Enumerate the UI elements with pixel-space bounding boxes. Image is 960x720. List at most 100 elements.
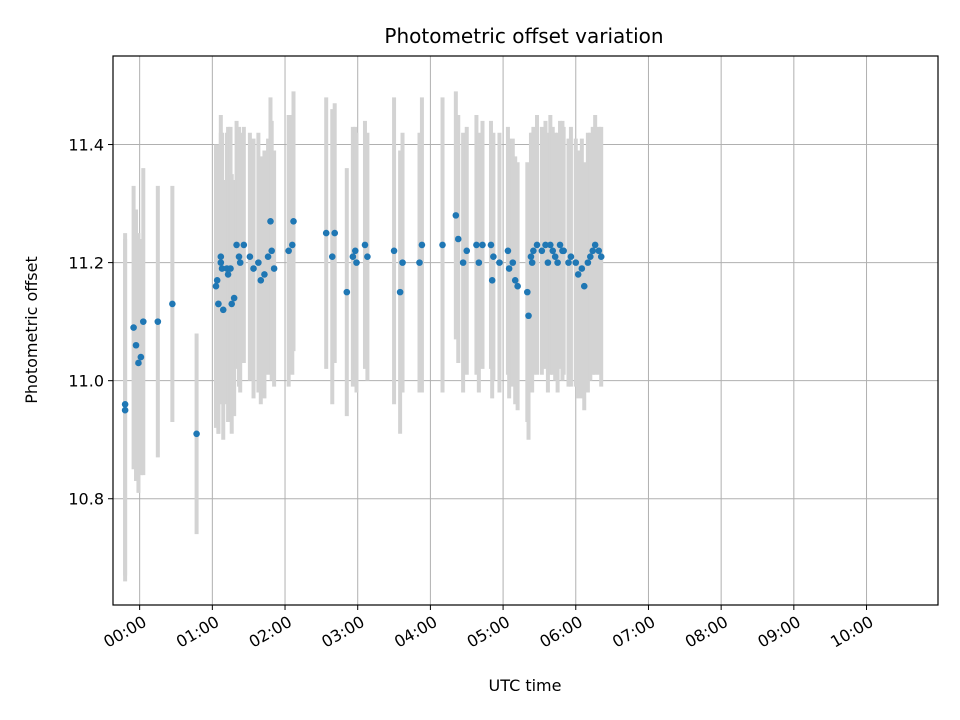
data-point [530, 247, 537, 255]
data-point [236, 259, 244, 266]
data-point [343, 288, 351, 296]
y-axis-label: Photometric offset [22, 256, 41, 404]
data-point [169, 300, 176, 308]
data-point [591, 241, 599, 249]
data-point [551, 253, 559, 261]
data-point [527, 253, 535, 261]
data-point [524, 288, 531, 296]
data-point [487, 241, 495, 249]
data-point [235, 253, 243, 261]
data-point [574, 271, 582, 278]
data-point [240, 241, 248, 249]
data-point [285, 247, 292, 255]
data-point [139, 318, 147, 325]
data-point [587, 253, 594, 261]
data-point [399, 259, 406, 266]
data-point [132, 341, 140, 349]
data-point [121, 400, 129, 408]
data-point [597, 253, 605, 261]
data-point [288, 241, 296, 249]
data-point [349, 253, 357, 261]
data-point [544, 259, 552, 266]
data-point [224, 271, 232, 278]
data-point [589, 247, 597, 255]
data-point [549, 247, 557, 255]
data-point [268, 247, 276, 255]
data-point [572, 259, 580, 266]
y-axis: 10.8 11.0 11.2 11.4 [68, 136, 113, 509]
data-point [595, 247, 603, 255]
y-tick-label: 11.2 [68, 254, 104, 273]
data-point [452, 212, 460, 219]
data-point [135, 359, 142, 367]
y-tick-label: 11.4 [68, 136, 104, 155]
data-point [416, 259, 423, 266]
chart-title: Photometric offset variation [384, 24, 663, 48]
data-point [270, 265, 278, 272]
data-point [459, 259, 467, 266]
data-point [538, 247, 546, 255]
data-point [218, 265, 226, 272]
data-point [473, 241, 480, 249]
data-point [213, 277, 221, 284]
data-point [261, 271, 268, 278]
data-point [227, 265, 234, 272]
data-point [533, 241, 541, 249]
data-point [488, 277, 496, 284]
data-point [504, 247, 512, 255]
data-point [490, 253, 497, 261]
data-point [396, 288, 404, 296]
data-point [121, 406, 129, 414]
data-point [584, 259, 592, 266]
plot-frame [112, 55, 939, 606]
data-point [509, 259, 517, 266]
y-tick-label: 11.0 [68, 372, 104, 391]
data-point [219, 306, 227, 314]
data-point [542, 241, 549, 249]
data-points [121, 212, 605, 438]
data-point [580, 282, 588, 290]
data-point [217, 253, 225, 261]
data-point [454, 235, 462, 243]
data-point [511, 277, 519, 284]
data-point [353, 259, 360, 266]
data-point [290, 217, 297, 225]
data-point [463, 247, 471, 255]
data-point [154, 318, 162, 325]
data-point [217, 259, 225, 266]
data-point [364, 253, 371, 261]
data-point [193, 430, 200, 438]
data-point [257, 277, 265, 284]
data-point [418, 241, 426, 249]
data-point [246, 253, 254, 261]
data-point [525, 312, 532, 320]
data-point [233, 241, 240, 249]
data-point [475, 259, 483, 266]
data-point [567, 253, 575, 261]
data-point [578, 265, 586, 272]
data-point [328, 253, 336, 261]
data-point [264, 253, 272, 261]
data-point [250, 265, 257, 272]
data-point [267, 217, 274, 225]
x-axis-label: UTC time [489, 676, 562, 695]
data-point [556, 241, 564, 249]
data-point [130, 324, 137, 331]
data-point [215, 300, 222, 308]
data-point [565, 259, 572, 266]
data-point [479, 241, 486, 249]
data-point [439, 241, 446, 249]
data-point [361, 241, 369, 249]
data-point [331, 229, 338, 237]
data-point [554, 259, 561, 266]
data-point [514, 282, 521, 290]
data-point [496, 259, 503, 266]
data-point [255, 259, 262, 266]
y-tick-label: 10.8 [68, 490, 104, 509]
data-point [547, 241, 554, 249]
data-point [228, 300, 236, 308]
data-point [351, 247, 359, 255]
data-point [322, 229, 330, 237]
data-point [528, 259, 536, 266]
